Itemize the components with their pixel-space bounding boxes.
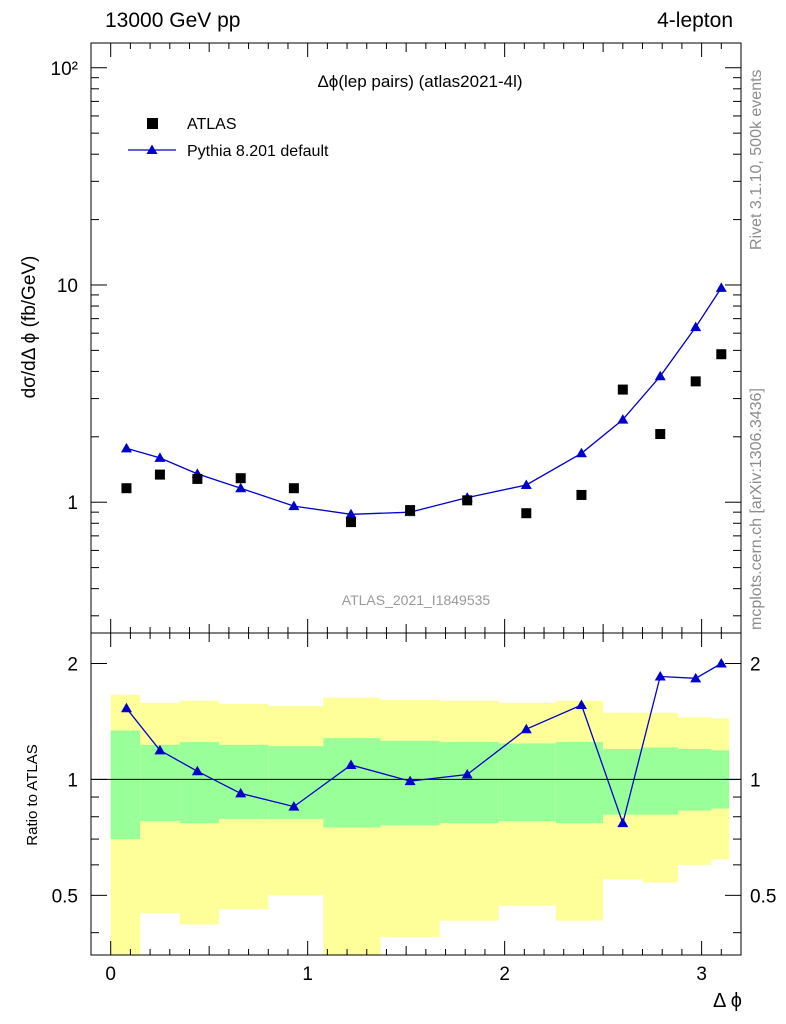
x-tick-label: 2	[499, 964, 510, 985]
plot-frames	[90, 42, 742, 956]
ratio-plot-series	[120, 657, 727, 828]
pythia-point	[520, 479, 532, 490]
ratio-pythia-line	[125, 662, 722, 826]
ratio-band-inner-8	[498, 743, 556, 821]
ratio-y-tick-label-right: 2	[750, 654, 761, 675]
ratio-band-inner-7	[439, 742, 499, 824]
ratio-pythia-point	[120, 702, 132, 713]
atlas-point	[288, 483, 299, 494]
x-tick-label: 1	[302, 964, 313, 985]
ratio-band-inner-10	[603, 748, 643, 815]
legend-pythia-marker	[146, 144, 158, 154]
atlas-point	[655, 429, 666, 440]
ratio-pythia-point	[345, 759, 357, 770]
ratio-pythia-point	[235, 787, 247, 798]
pythia-point	[345, 508, 357, 519]
mcplots-label: mcplots.cern.ch [arXiv:1306.3436]	[748, 388, 765, 630]
ratio-y-tick-label-left: 2	[67, 654, 78, 675]
ratio-band-inner-11	[642, 747, 678, 815]
pythia-point	[690, 321, 702, 332]
atlas-point	[192, 473, 203, 484]
ratio-pythia-point	[404, 775, 416, 786]
ratio-pythia-point	[617, 817, 629, 828]
ratio-pythia-point	[288, 801, 300, 811]
atlas-point	[521, 508, 532, 519]
energy-label: 13000 GeV pp	[105, 9, 240, 32]
legend: ATLAS Pythia 8.201 default	[128, 116, 329, 160]
main-plot-series	[120, 282, 727, 528]
ratio-y-tick-label-right: 1	[750, 770, 761, 791]
atlas-point	[576, 489, 587, 500]
atlas-point	[346, 517, 356, 528]
y-tick-label: 1	[67, 493, 78, 514]
legend-atlas-marker	[147, 118, 158, 129]
plot-title: Δϕ(lep pairs) (atlas2021-4l)	[317, 72, 522, 91]
pythia-point	[235, 482, 247, 493]
y-axis-label: dσ/dΔ ϕ (fb/GeV)	[19, 256, 40, 399]
ratio-band-inner-3	[219, 744, 269, 819]
ratio-band-inner-0	[110, 730, 141, 840]
rivet-version-label: Rivet 3.1.10, 500k events	[748, 69, 765, 250]
atlas-point	[405, 505, 416, 516]
pythia-point	[715, 282, 727, 292]
atlas-point	[617, 384, 628, 395]
pythia-point	[654, 370, 666, 381]
legend-pythia-label: Pythia 8.201 default	[187, 143, 329, 160]
ratio-pythia-point	[461, 768, 473, 779]
ratio-pythia-point	[520, 723, 532, 734]
ratio-band-inner-2	[179, 742, 220, 824]
ratio-y-axis-label: Ratio to ATLAS	[24, 744, 41, 845]
atlas-point	[716, 349, 727, 360]
atlas-point	[121, 483, 132, 494]
legend-atlas-label: ATLAS	[187, 116, 237, 133]
ratio-y-tick-label-left: 1	[67, 770, 78, 791]
x-tick-label: 0	[105, 964, 116, 985]
ratio-y-tick-label-right: 0.5	[750, 886, 776, 907]
atlas-point	[235, 473, 246, 484]
atlas-point	[462, 495, 473, 506]
atlas-point	[690, 376, 701, 387]
process-label: 4-lepton	[657, 9, 733, 32]
ratio-y-tick-label-left: 0.5	[52, 886, 78, 907]
y-tick-label: 10²	[51, 59, 78, 80]
ratio-plot-frame	[90, 632, 742, 956]
ratio-band-inner-9	[555, 742, 604, 824]
pythia-point	[120, 442, 132, 453]
ratio-band-inner-1	[140, 744, 180, 821]
pythia-line	[126, 287, 722, 515]
ratio-pythia-point	[654, 671, 666, 681]
pythia-point	[617, 414, 629, 424]
ratio-pythia-point	[191, 765, 203, 776]
atlas-point	[154, 469, 165, 480]
ratio-uncertainty-bands	[110, 694, 730, 955]
ratio-pythia-point	[690, 672, 702, 683]
ratio-pythia-point	[715, 657, 727, 668]
ratio-pythia-point	[575, 699, 587, 710]
axis-ticks: 0 1 2 3 1 10 10² 0.5 0.5 1 1 2 2	[51, 43, 776, 985]
ratio-pythia-point	[154, 744, 166, 755]
pythia-point	[575, 447, 587, 458]
ratio-band-inner-5	[323, 738, 381, 828]
pythia-point	[154, 452, 166, 462]
x-axis-label: Δ ϕ	[713, 990, 742, 1012]
pythia-point	[288, 500, 300, 511]
analysis-watermark: ATLAS_2021_I1849535	[342, 592, 491, 608]
y-tick-label: 10	[57, 276, 78, 297]
x-tick-label: 3	[696, 964, 707, 985]
